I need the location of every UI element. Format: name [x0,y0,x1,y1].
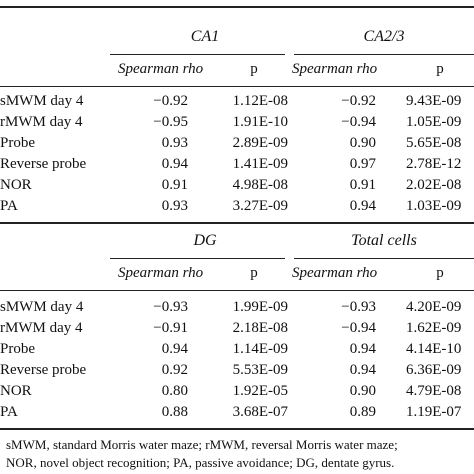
cell-p: 1.99E-09 [232,299,288,315]
cell-p: 1.91E-10 [232,114,288,130]
row-label: Probe [0,341,35,357]
row-label: rMWM day 4 [0,114,83,130]
subheader-p: p [250,61,258,77]
cell-rho: 0.93 [161,135,188,151]
footnote-line: NOR, novel object recognition; PA, passi… [6,455,395,470]
cell-p: 1.03E-09 [406,198,462,214]
group-rule-ca1 [110,54,285,55]
cell-p: 2.18E-08 [232,320,288,336]
cell-rho: −0.93 [341,299,376,315]
cell-rho: −0.91 [153,320,188,336]
row-label: Reverse probe [0,362,87,378]
cell-p: 6.36E-09 [406,362,462,378]
cell-p: 2.89E-09 [232,135,288,151]
group-header-total-cells: Total cells [351,232,417,249]
cell-rho: −0.94 [341,114,376,130]
cell-p: 1.14E-09 [232,341,288,357]
row-label: NOR [0,383,32,399]
cell-rho: −0.92 [341,93,376,109]
cell-p: 4.20E-09 [406,299,462,315]
cell-p: 4.79E-08 [406,383,462,399]
cell-rho: 0.90 [349,383,376,399]
cell-rho: 0.80 [161,383,188,399]
cell-p: 1.19E-07 [406,404,462,420]
group-rule-total-cells [294,258,474,259]
group-rule-dg [110,258,285,259]
cell-rho: 0.94 [161,156,188,172]
cell-p: 1.41E-09 [232,156,288,172]
cell-rho: 0.92 [161,362,188,378]
cell-p: 2.78E-12 [406,156,462,172]
cell-rho: 0.89 [349,404,376,420]
group-header-ca1: CA1 [190,28,220,45]
row-label: Reverse probe [0,156,87,172]
subheader-rho: Spearman rho [292,61,378,77]
cell-p: 4.14E-10 [406,341,462,357]
cell-rho: 0.97 [349,156,376,172]
row-label: NOR [0,177,32,193]
block-separator-rule [0,222,474,224]
cell-p: 1.62E-09 [406,320,462,336]
row-label: sMWM day 4 [0,93,84,109]
cell-rho: 0.94 [349,362,376,378]
group-header-dg: DG [193,232,217,249]
footnote-line: sMWM, standard Morris water maze; rMWM, … [6,437,398,452]
cell-rho: −0.95 [153,114,188,130]
cell-rho: 0.94 [349,198,376,214]
cell-p: 9.43E-09 [406,93,462,109]
cell-p: 3.27E-09 [232,198,288,214]
group-header-ca23: CA2/3 [363,28,405,45]
table-bottom-rule [0,428,474,430]
header-rule [0,290,474,291]
cell-rho: 0.90 [349,135,376,151]
row-label: PA [0,198,18,214]
subheader-rho: Spearman rho [292,265,378,281]
cell-p: 5.65E-08 [406,135,462,151]
cell-rho: −0.94 [341,320,376,336]
subheader-p: p [436,61,444,77]
cell-rho: −0.92 [153,93,188,109]
cell-p: 5.53E-09 [232,362,288,378]
cell-rho: 0.94 [349,341,376,357]
subheader-rho: Spearman rho [118,265,204,281]
cell-p: 1.05E-09 [406,114,462,130]
cell-rho: 0.88 [161,404,188,420]
subheader-p: p [436,265,444,281]
cell-p: 2.02E-08 [406,177,462,193]
subheader-rho: Spearman rho [118,61,204,77]
group-rule-ca23 [294,54,474,55]
cell-p: 4.98E-08 [232,177,288,193]
cell-rho: 0.93 [161,198,188,214]
cell-p: 1.12E-08 [232,93,288,109]
subheader-p: p [250,265,258,281]
cell-rho: 0.91 [161,177,188,193]
row-label: rMWM day 4 [0,320,83,336]
cell-rho: 0.94 [161,341,188,357]
row-label: PA [0,404,18,420]
cell-rho: 0.91 [349,177,376,193]
table-top-rule [0,6,474,8]
row-label: Probe [0,135,35,151]
cell-p: 3.68E-07 [232,404,288,420]
header-rule [0,86,474,87]
cell-p: 1.92E-05 [232,383,288,399]
row-label: sMWM day 4 [0,299,84,315]
cell-rho: −0.93 [153,299,188,315]
